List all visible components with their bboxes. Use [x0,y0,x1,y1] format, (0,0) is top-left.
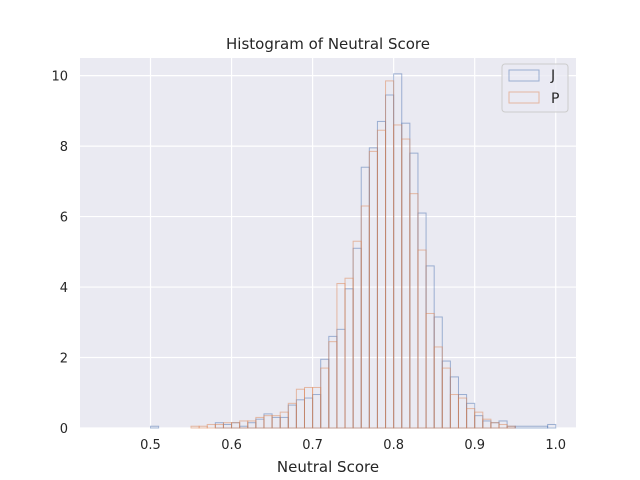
chart-title: Histogram of Neutral Score [226,35,430,53]
legend: J P [501,63,569,113]
series-group [150,73,557,429]
y-tick-label: 0 [60,422,68,437]
x-tick-label: 0.7 [302,438,323,453]
y-tick-label: 8 [60,140,68,155]
x-tick-label: 0.5 [140,438,161,453]
legend-box [501,63,569,113]
x-tick-labels: 0.5 0.6 0.7 0.8 0.9 1.0 [140,438,566,453]
x-tick-label: 0.8 [383,438,404,453]
histogram-bar-p [506,425,516,429]
y-tick-label: 2 [60,352,68,367]
x-tick-label: 1.0 [545,438,566,453]
y-tick-labels: 0 2 4 6 8 10 [51,70,68,437]
legend-label-j: J [550,68,555,84]
grid [80,58,576,429]
x-tick-label: 0.6 [221,438,242,453]
legend-swatch-j [508,69,540,82]
y-tick-label: 4 [60,281,68,296]
x-tick-label: 0.9 [464,438,485,453]
series-p [190,80,516,429]
y-tick-label: 6 [60,211,68,226]
histogram-bar-j [547,423,557,429]
histogram-bar-j [150,425,160,429]
y-tick-label: 10 [51,70,68,85]
x-axis-label: Neutral Score [277,458,379,476]
plot-background [80,58,576,428]
legend-label-p: P [551,91,559,107]
legend-swatch-p [508,91,540,104]
